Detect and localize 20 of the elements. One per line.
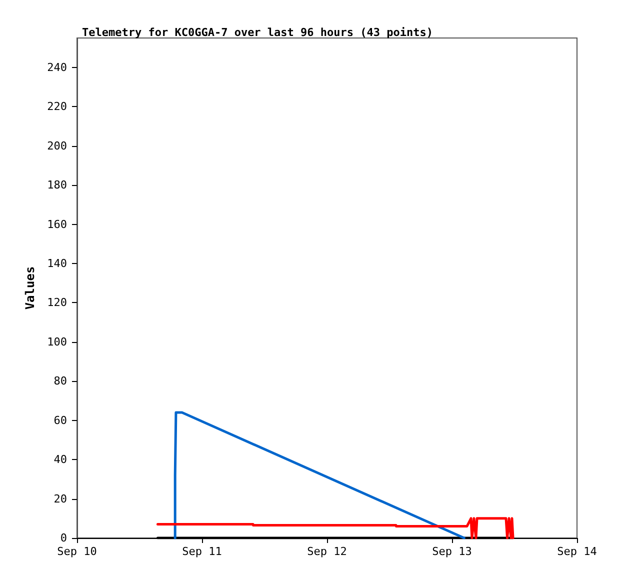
y-tick-label: 240: [47, 60, 67, 74]
y-tick-label: 100: [47, 335, 67, 348]
y-tick-label: 180: [47, 178, 67, 192]
y-tick-label: 140: [47, 256, 67, 270]
x-tick-label: Sep 13: [432, 545, 472, 558]
y-tick-label: 0: [60, 532, 67, 544]
x-tick-label: Sep 12: [307, 545, 347, 558]
chart-title: Telemetry for KC0GGA-7 over last 96 hours (43 points): [82, 26, 433, 39]
y-tick-label: 120: [47, 296, 67, 310]
y-tick-label: 200: [47, 139, 67, 152]
y-tick-label: 20: [54, 492, 67, 506]
x-tick-label: Sep 11: [182, 545, 222, 558]
y-tick-label: 40: [54, 453, 67, 466]
y-axis-title: Values: [23, 266, 38, 310]
y-tick-label: 60: [54, 414, 67, 427]
y-tick-label: 220: [47, 100, 67, 114]
x-tick-label: Sep 14: [557, 545, 598, 558]
x-tick-label: Sep 10: [57, 545, 97, 558]
y-tick-label: 160: [47, 218, 67, 231]
y-tick-label: 80: [54, 374, 67, 388]
